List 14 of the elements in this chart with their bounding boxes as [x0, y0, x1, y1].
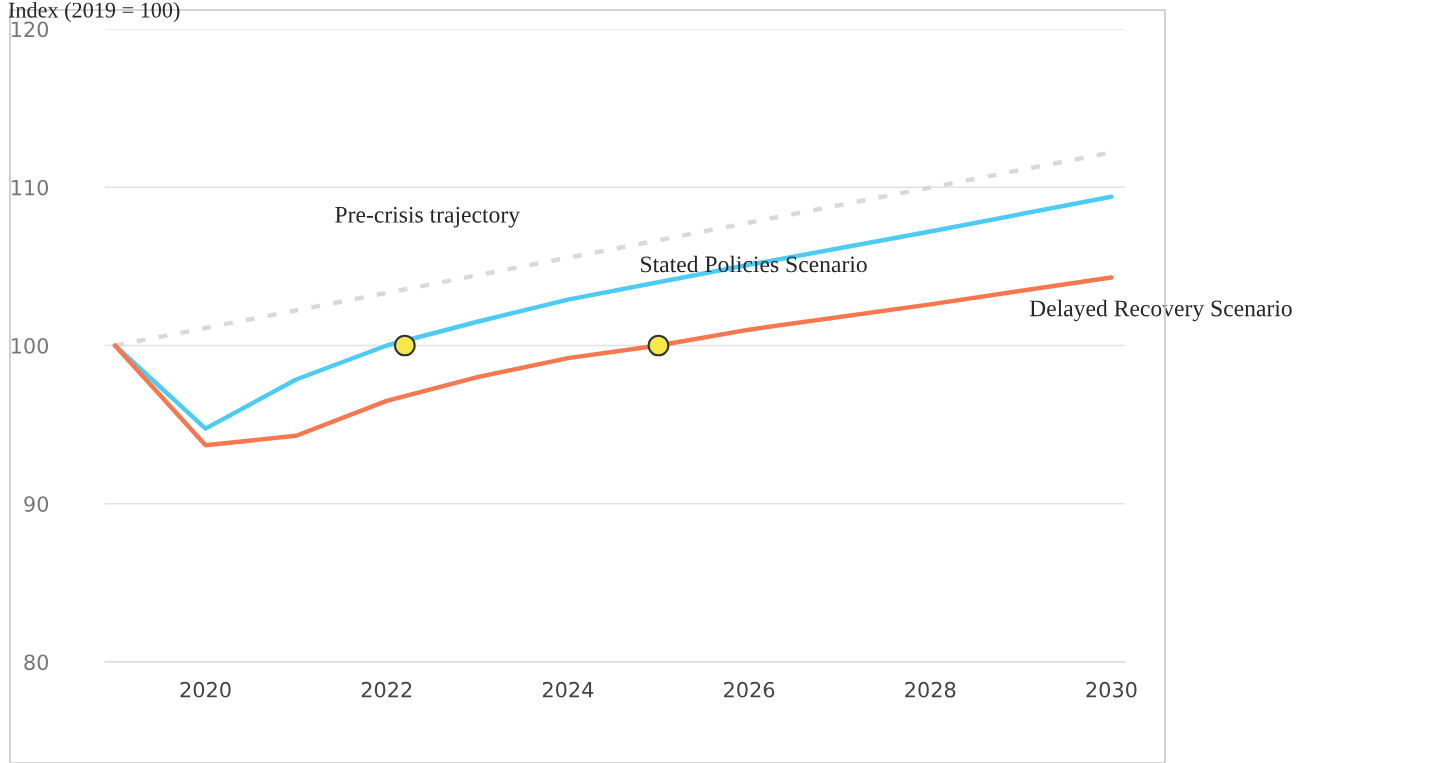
x-tick-label: 2030 [1086, 681, 1137, 698]
y-tick-label: 120 [11, 21, 49, 38]
x-tick-label: 2028 [905, 681, 956, 698]
series-label: Pre-crisis trajectory [335, 206, 520, 228]
y-tick-label: 80 [24, 654, 49, 671]
x-tick-label: 2026 [724, 681, 775, 698]
y-tick-label: 90 [24, 496, 49, 512]
x-tick-label: 2024 [542, 681, 594, 698]
x-tick-label: 2022 [361, 681, 412, 698]
y-tick-label: 110 [11, 179, 49, 196]
y-tick-label: 100 [11, 337, 49, 354]
x-tick-label: 2020 [180, 681, 231, 698]
line-series [112, 275, 1114, 448]
series-label: Delayed Recovery Scenario [1029, 299, 1292, 322]
